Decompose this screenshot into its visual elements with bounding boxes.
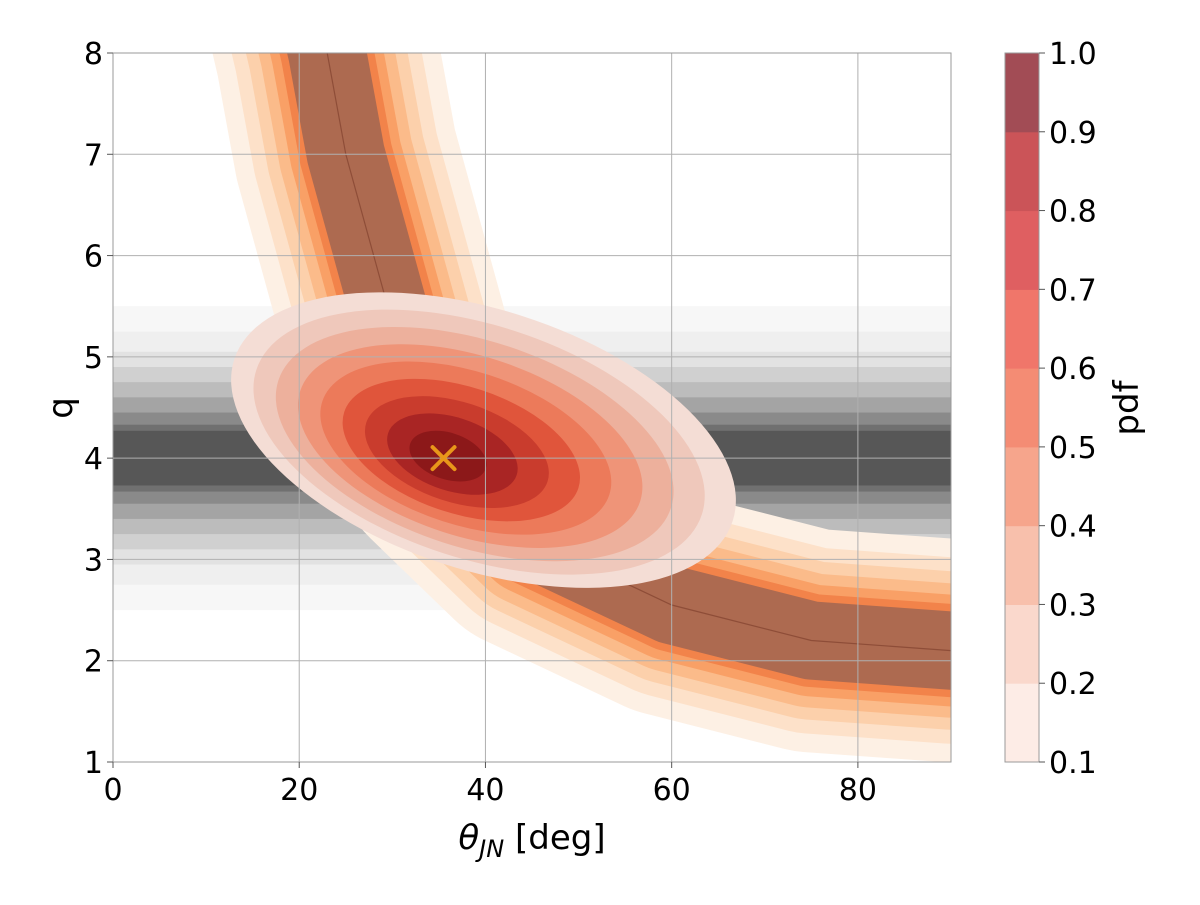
- colorbar-tick-label: 0.1: [1049, 746, 1097, 781]
- y-tick-label: 7: [84, 138, 103, 173]
- y-tick-label: 5: [84, 341, 103, 376]
- colorbar-segment: [1005, 604, 1039, 684]
- injection-marker-group: [430, 445, 457, 472]
- y-axis-ticks: 1 2 3 4 5 6 7 8: [84, 37, 113, 781]
- colorbar-segment: [1005, 289, 1039, 369]
- colorbar-tick-label: 0.7: [1049, 273, 1097, 308]
- x-tick-label: 0: [103, 773, 122, 808]
- injection-marker: [430, 445, 457, 472]
- plot-frame: [112, 52, 952, 763]
- colorbar-tick-label: 0.4: [1049, 510, 1097, 545]
- colorbar-segment: [1005, 131, 1039, 212]
- y-tick-label: 2: [84, 645, 103, 680]
- x-tick-label: 20: [280, 773, 318, 808]
- colorbar-tick-label: 0.3: [1049, 588, 1097, 623]
- x-tick-label: 60: [653, 773, 691, 808]
- colorbar-segment: [1005, 446, 1039, 527]
- colorbar-tick-label: 0.2: [1049, 667, 1097, 702]
- colorbar-tick-label: 0.6: [1049, 352, 1097, 387]
- colorbar-frame: [1004, 52, 1040, 763]
- x-tick-label: 80: [839, 773, 877, 808]
- x-axis-label: θJN [deg]: [458, 818, 605, 863]
- colorbar-tick-label: 0.5: [1049, 431, 1097, 466]
- y-axis-label: q: [41, 397, 81, 419]
- colorbar-segment: [1005, 683, 1039, 763]
- colorbar-segment: [1005, 53, 1039, 133]
- colorbar-segment: [1005, 525, 1039, 605]
- colorbar-segment: [1005, 210, 1039, 290]
- x-tick-label: 40: [466, 773, 504, 808]
- colorbar: 0.1 0.2 0.3 0.4 0.5 0.6 0.7 0.8 0.9 1.0: [1004, 37, 1097, 781]
- y-tick-label: 1: [84, 746, 103, 781]
- y-tick-label: 6: [84, 240, 103, 275]
- colorbar-segment: [1005, 368, 1039, 448]
- y-tick-label: 4: [84, 442, 103, 477]
- colorbar-tick-label: 0.9: [1049, 116, 1097, 151]
- y-tick-label: 3: [84, 543, 103, 578]
- x-axis-ticks: 0 20 40 60 80: [103, 762, 877, 808]
- colorbar-tick-label: 1.0: [1049, 37, 1097, 72]
- colorbar-label: pdf: [1107, 379, 1147, 435]
- grid: [112, 52, 951, 763]
- y-tick-label: 8: [84, 37, 103, 72]
- colorbar-tick-label: 0.8: [1049, 195, 1097, 230]
